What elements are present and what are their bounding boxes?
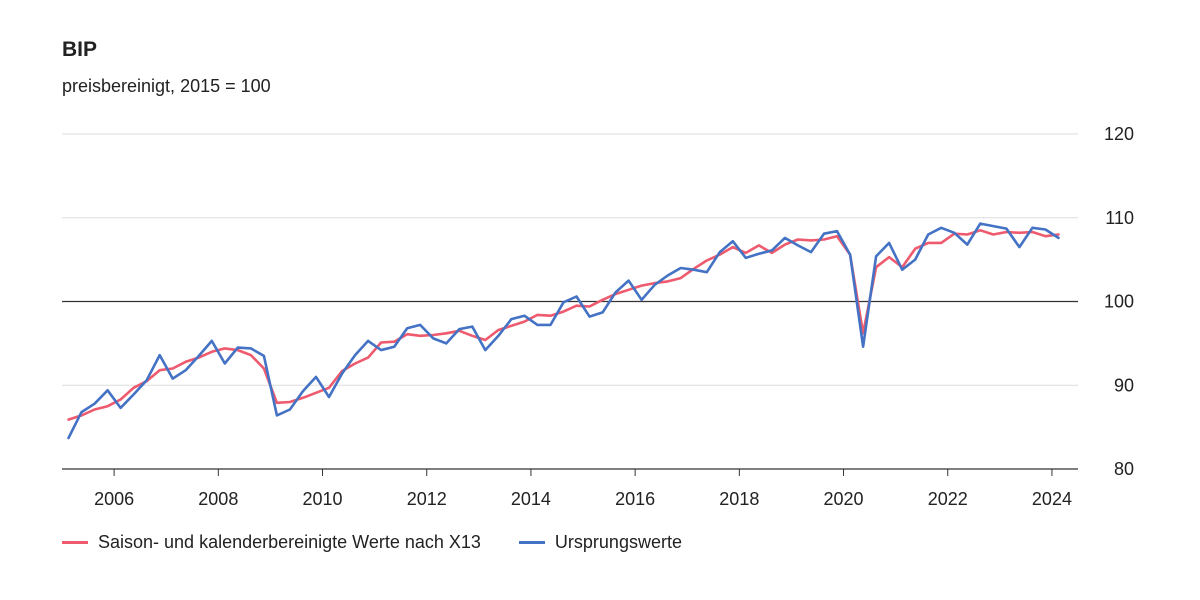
- legend-item-original: Ursprungswerte: [518, 532, 682, 553]
- legend-label-seasonal: Saison- und kalenderbereinigte Werte nac…: [98, 532, 481, 552]
- grid-layer: [62, 133, 1078, 386]
- y-axis: 80 90 100 110 120: [1104, 124, 1134, 479]
- x-axis: 2006 2008 2010 2012 2014 2016 2018 2020 2022 2024: [62, 468, 1078, 509]
- y-tick-label-100: 100: [1104, 292, 1134, 312]
- y-tick-label-80: 80: [1114, 459, 1134, 479]
- x-tick-label-2006: 2006: [94, 489, 134, 509]
- legend-label-original: Ursprungswerte: [554, 532, 682, 552]
- legend-swatch-original: [518, 541, 545, 544]
- x-tick-label-2018: 2018: [719, 489, 759, 509]
- y-tick-label-110: 110: [1105, 208, 1134, 228]
- series-layer: [67, 222, 1060, 440]
- chart-title: BIP: [62, 38, 98, 61]
- x-tick-label-2014: 2014: [511, 489, 551, 509]
- x-tick-label-2024: 2024: [1032, 489, 1072, 509]
- legend-swatch-seasonal: [62, 541, 88, 544]
- x-tick-label-2020: 2020: [824, 489, 864, 509]
- series-line-seasonal: [67, 229, 1060, 421]
- legend-item-seasonal: Saison- und kalenderbereinigte Werte nac…: [62, 532, 481, 553]
- x-tick-label-2010: 2010: [302, 489, 342, 509]
- legend: Saison- und kalenderbereinigte Werte nac…: [62, 532, 682, 553]
- series-line-original: [67, 222, 1060, 440]
- chart-subtitle: preisbereinigt, 2015 = 100: [62, 76, 271, 96]
- y-tick-label-90: 90: [1114, 375, 1134, 395]
- x-tick-label-2016: 2016: [615, 489, 655, 509]
- y-tick-label-120: 120: [1104, 124, 1134, 144]
- x-tick-label-2012: 2012: [407, 489, 447, 509]
- x-tick-label-2008: 2008: [198, 489, 238, 509]
- x-tick-label-2022: 2022: [928, 489, 968, 509]
